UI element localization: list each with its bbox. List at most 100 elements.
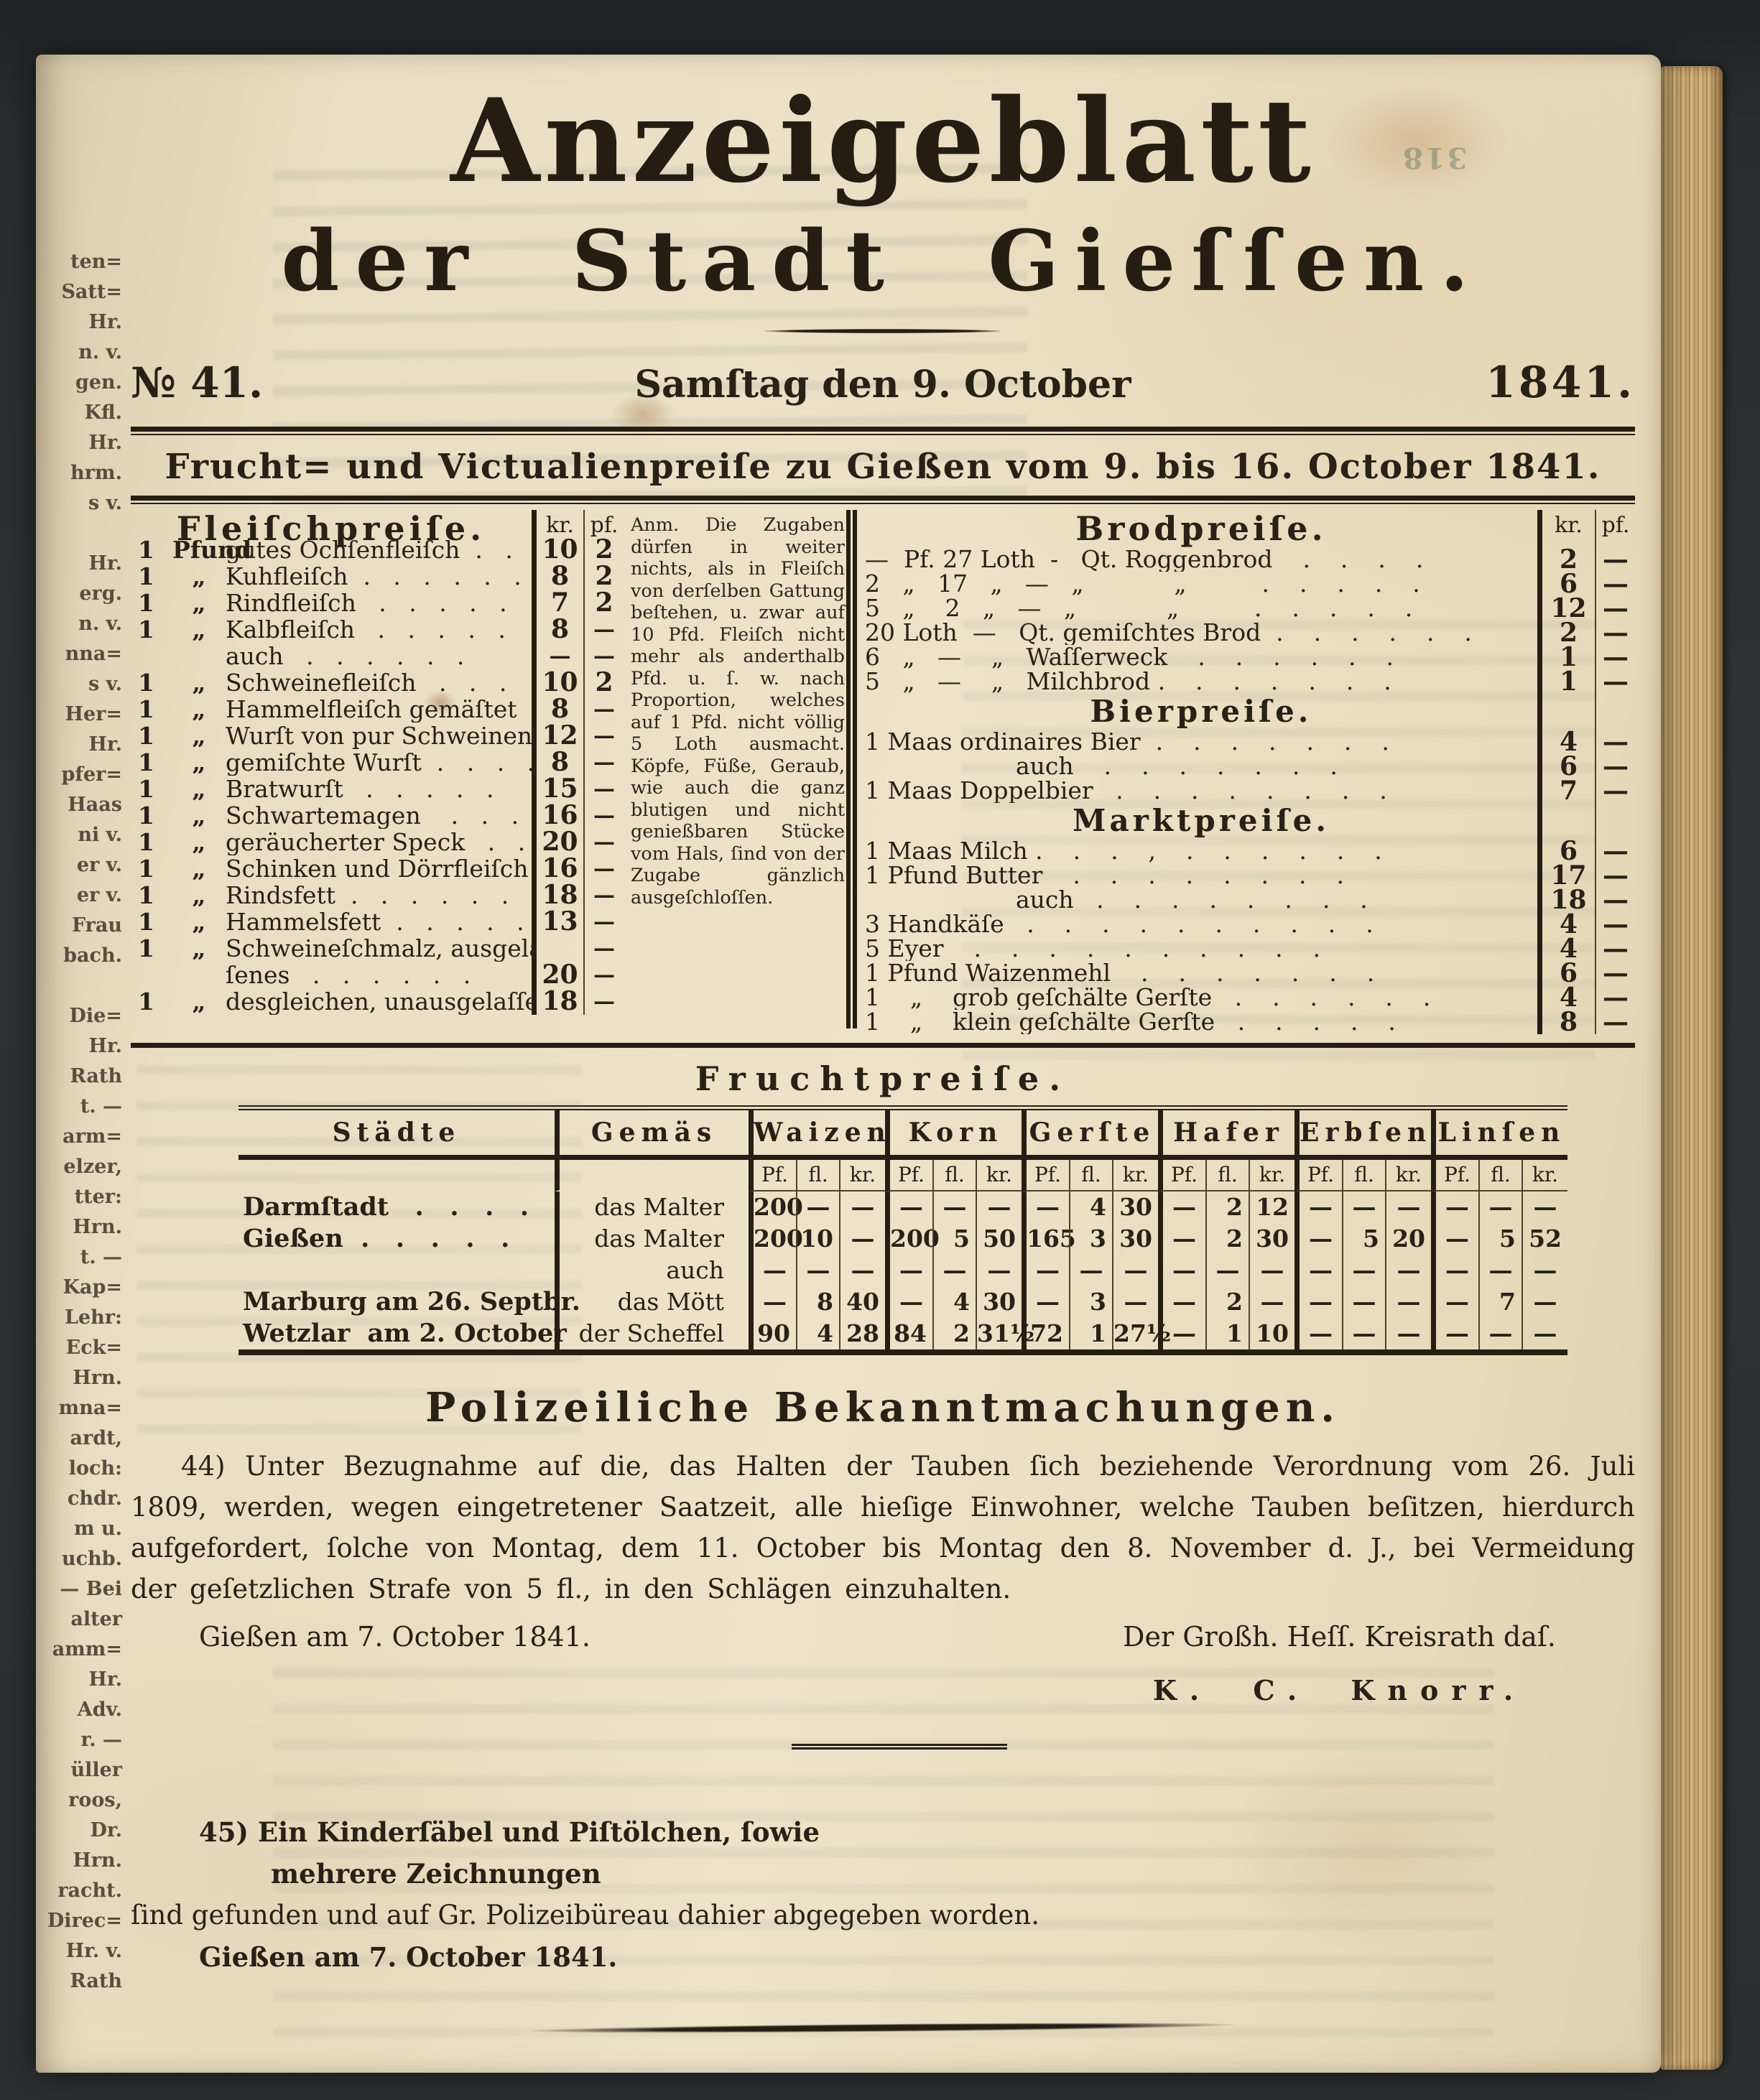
- sub-column-header: fl.: [1205, 1160, 1249, 1191]
- price-value: 90: [749, 1318, 796, 1349]
- price-value: —: [796, 1191, 839, 1223]
- margin-fragment: Hrn.: [73, 1367, 122, 1389]
- price-value: 4: [796, 1318, 839, 1349]
- table-row-label: 1 Maas Milch . . . , . . . . . .: [865, 839, 1382, 863]
- margin-fragment: Hrn.: [73, 1216, 122, 1238]
- pfennig-value: —: [1595, 547, 1635, 572]
- table-row-label: — Pf. 27 Loth - Qt. Roggenbrod . . . .: [865, 547, 1424, 572]
- kreuzer-value: 8: [532, 696, 583, 723]
- pfennig-value: 2: [583, 536, 624, 563]
- column-header-measure: Gemäs: [555, 1110, 749, 1160]
- unit: „: [192, 988, 206, 1016]
- sub-column-header: kr.: [1522, 1160, 1567, 1191]
- issue-year: 1841.: [1486, 358, 1635, 408]
- unit: „: [192, 722, 206, 750]
- city-name: [238, 1255, 555, 1286]
- measure-name: das Malter: [555, 1191, 749, 1223]
- price-value: —: [1069, 1255, 1112, 1286]
- margin-fragment: Direc=: [47, 1910, 122, 1932]
- horizontal-rule: [131, 427, 1635, 437]
- kreuzer-value: 18: [532, 882, 583, 909]
- margin-fragment: ten=: [70, 251, 122, 273]
- notice-44-place-date: Gießen am 7. October 1841.: [199, 1621, 590, 1653]
- price-value: 5: [1342, 1223, 1385, 1255]
- price-value: 3: [1069, 1286, 1112, 1318]
- margin-fragment: loch:: [68, 1457, 122, 1479]
- margin-fragment: üller: [70, 1759, 122, 1781]
- price-value: 30: [1112, 1223, 1158, 1255]
- price-value: 2: [932, 1318, 976, 1349]
- price-value: —: [1342, 1191, 1385, 1223]
- table-row-label: 1 „ Schweinefleiſch . . .: [131, 669, 532, 696]
- kreuzer-value: 2: [1537, 620, 1595, 646]
- margin-fragment: s v.: [88, 492, 122, 514]
- kreuzer-value: 1: [1537, 644, 1595, 670]
- quantity: [131, 962, 172, 988]
- margin-fragment: elzer,: [63, 1156, 122, 1178]
- bread-price-table-title: Brodpreiſe.: [1075, 509, 1327, 548]
- item-name: Kalbfleiſch . . . . .: [226, 616, 506, 643]
- pfennig-value: —: [1595, 669, 1635, 694]
- kreuzer-value: 6: [1537, 960, 1595, 986]
- sub-column-header: Pf.: [1431, 1160, 1478, 1191]
- margin-fragment: Frau: [71, 914, 122, 937]
- table-row-label: auch . . . . . . . .: [1016, 888, 1368, 912]
- sub-column-header: fl.: [796, 1160, 839, 1191]
- table-row-label: 5 „ 2 „ — „ „ . . . . .: [865, 596, 1413, 621]
- price-value: —: [1158, 1318, 1205, 1349]
- kreuzer-value: 8: [532, 749, 583, 776]
- pfennig-value: —: [1595, 620, 1635, 646]
- kreuzer-value: [532, 935, 583, 962]
- margin-fragment: Rath: [70, 1970, 122, 1992]
- price-value: —: [1478, 1255, 1522, 1286]
- quantity: 1: [138, 669, 154, 697]
- price-value: —: [1385, 1318, 1431, 1349]
- margin-fragment: erg.: [79, 582, 122, 605]
- pfennig-value: —: [1595, 838, 1635, 864]
- table-row-label: 2 „ 17 „ — „ „ . . . . .: [865, 572, 1420, 596]
- price-value: —: [885, 1191, 932, 1223]
- item-name: Rindfleiſch . . . . .: [226, 590, 507, 616]
- measure-name: auch: [555, 1255, 749, 1286]
- margin-fragment: hrm.: [70, 462, 122, 484]
- unit: „: [192, 908, 206, 936]
- table-row-label: 1 „ Kalbfleiſch . . . . .: [131, 616, 532, 643]
- signature-name: K. C. Knorr.: [1152, 1674, 1527, 1706]
- table-row-label: 1 „ Schinken und Dörrfleiſch .: [131, 855, 532, 882]
- price-value: —: [1158, 1255, 1205, 1286]
- price-value: 200: [885, 1223, 940, 1255]
- sub-table-heading: Marktpreiſe.: [1073, 803, 1330, 838]
- pfennig-value: —: [1595, 863, 1635, 888]
- price-value: 1: [1069, 1318, 1112, 1349]
- grain-price-table: Städte Gemäs Waizen Korn Gerſte Hafer Erbſen Li…: [238, 1105, 1567, 1355]
- sub-column-header: Pf.: [885, 1160, 932, 1191]
- margin-fragment: [39, 519, 122, 549]
- pfennig-value: —: [583, 643, 624, 669]
- pfennig-column-spacer: [1595, 694, 1635, 730]
- pfennig-value: —: [583, 988, 624, 1015]
- pfennig-value: —: [583, 935, 624, 962]
- kreuzer-value: 20: [532, 829, 583, 855]
- price-value: —: [1294, 1255, 1342, 1286]
- price-value: 5: [1478, 1223, 1522, 1255]
- table-row-label: 1 „ Hammelsfett . . . . .: [131, 909, 532, 935]
- margin-fragment: Satt=: [61, 281, 122, 303]
- margin-fragment: n. v.: [78, 613, 122, 635]
- masthead-flourish-rule: [764, 329, 1001, 333]
- item-name: gemiſchte Wurſt . . . .: [226, 749, 532, 776]
- sub-column-header: kr.: [1112, 1160, 1158, 1191]
- item-name: Bratwurſt . . . . .: [226, 776, 494, 802]
- sub-column-header: fl.: [932, 1160, 976, 1191]
- meat-price-table-title: Fleiſchpreiſe.: [176, 509, 486, 548]
- unit: „: [192, 881, 206, 909]
- kreuzer-value: 18: [532, 988, 583, 1015]
- margin-fragment: er v.: [76, 854, 122, 876]
- pfennig-value: —: [1595, 1009, 1635, 1035]
- margin-fragment: Kap=: [62, 1276, 122, 1298]
- column-header-grain: Hafer: [1158, 1110, 1294, 1160]
- unit: „: [192, 855, 206, 883]
- quantity: 1: [138, 881, 154, 909]
- meat-price-footnote: Anm. Die Zugaben dürfen in weiter nichts…: [631, 514, 845, 909]
- quantity: 1: [138, 775, 154, 803]
- table-row-label: auch . . . . . .: [131, 643, 532, 669]
